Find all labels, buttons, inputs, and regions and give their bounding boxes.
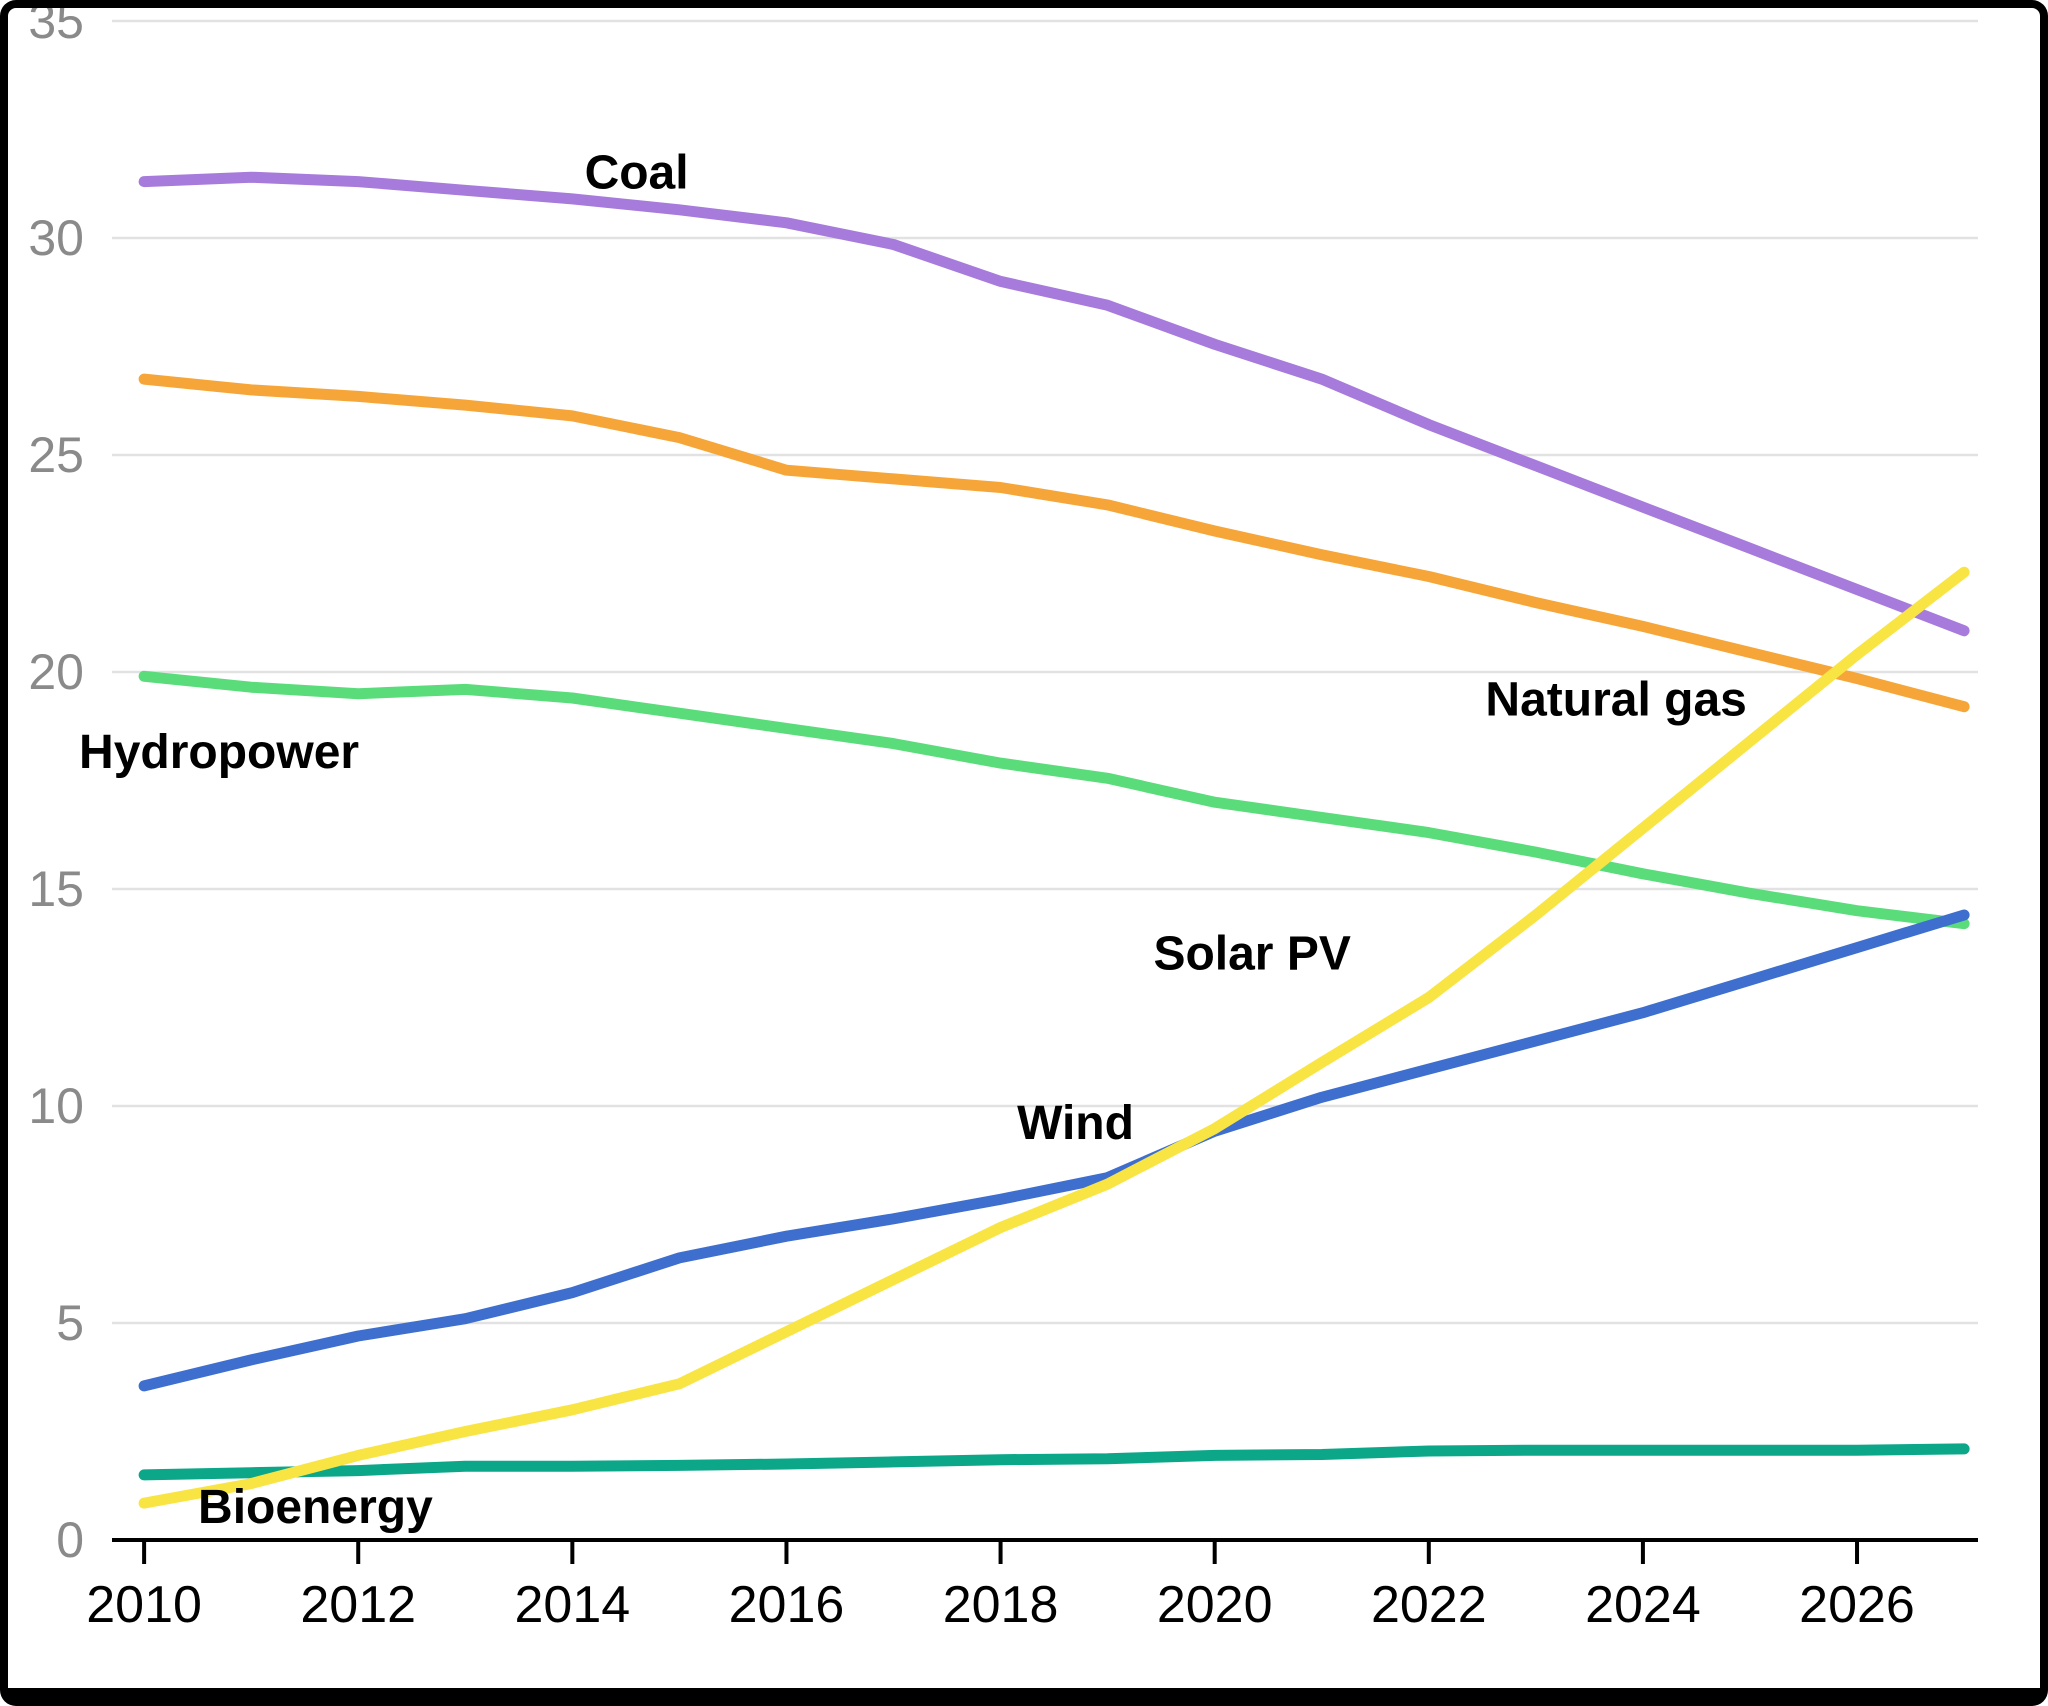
series-label-bioenergy: Bioenergy: [198, 1481, 433, 1534]
series-label-wind: Wind: [1017, 1097, 1134, 1150]
x-tick-label-2014: 2014: [515, 1576, 631, 1634]
series-line-natural-gas: [138, 373, 1970, 713]
y-tick-label-10: 10: [28, 1078, 84, 1134]
y-tick-label-0: 0: [56, 1512, 84, 1568]
power-capacity-share-line-chart: 0 5 10 15 20 25 30 35 2010 2012 2014 2016 2018 2020 20…: [28, 8, 1978, 1634]
series-label-natural-gas: Natural gas: [1485, 674, 1746, 727]
y-tick-label-30: 30: [28, 210, 84, 266]
x-tick-label-2022: 2022: [1371, 1576, 1487, 1634]
y-tick-label-25: 25: [28, 427, 84, 483]
x-tick-label-2012: 2012: [300, 1576, 416, 1634]
series-line-coal: [138, 171, 1970, 637]
x-tick-label-2016: 2016: [729, 1576, 845, 1634]
series-label-hydropower: Hydropower: [79, 726, 359, 779]
x-tick-label-2010: 2010: [86, 1576, 202, 1634]
x-tick-label-2024: 2024: [1585, 1576, 1701, 1634]
y-tick-label-15: 15: [28, 861, 84, 917]
series-line-bioenergy: [138, 1443, 1970, 1481]
x-tick-label-2026: 2026: [1799, 1576, 1915, 1634]
x-tick-label-2018: 2018: [943, 1576, 1059, 1634]
y-tick-label-20: 20: [28, 644, 84, 700]
series-line-solar-pv: [138, 566, 1970, 1509]
series-label-solar-pv: Solar PV: [1153, 928, 1350, 981]
series-line-hydropower: [138, 670, 1970, 930]
series-line-wind: [138, 909, 1970, 1392]
x-tick-label-2020: 2020: [1157, 1576, 1273, 1634]
series-label-coal: Coal: [585, 146, 689, 199]
y-tick-label-35: 35: [28, 8, 84, 49]
y-tick-label-5: 5: [56, 1295, 84, 1351]
